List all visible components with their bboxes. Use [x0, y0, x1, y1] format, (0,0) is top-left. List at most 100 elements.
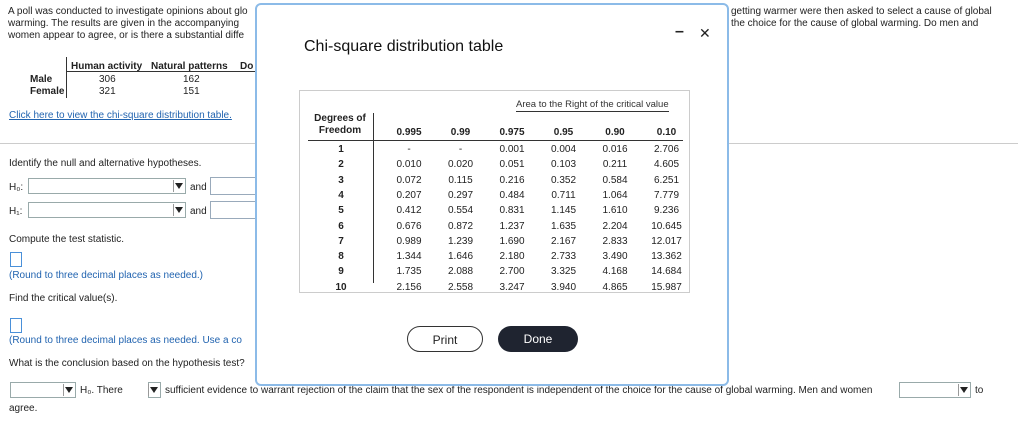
chi-value: 0.412: [396, 205, 422, 217]
chi-value: 0.020: [447, 159, 474, 171]
h1-input[interactable]: [210, 201, 260, 219]
chi-table-link[interactable]: Click here to view the chi-square distri…: [9, 110, 232, 121]
h0-input[interactable]: [210, 177, 260, 195]
agree-dropdown[interactable]: [899, 382, 971, 398]
chi-value: 10.645: [651, 220, 682, 232]
chi-value: 1.237: [499, 220, 525, 232]
df-value: 8: [338, 251, 344, 263]
chi-value: 2.156: [396, 281, 422, 293]
chi-value: 0.207: [396, 189, 422, 201]
chi-value: 14.684: [651, 266, 682, 278]
chi-value: 2.167: [550, 235, 577, 247]
table-header: Natural patterns: [151, 61, 228, 72]
chi-value: 0.115: [448, 174, 473, 186]
chi-value: 2.706: [653, 144, 680, 155]
intro-line: warming. The results are given in the ac…: [8, 18, 240, 29]
df-value: 1: [338, 144, 344, 155]
instruction: Find the critical value(s).: [9, 293, 118, 304]
chi-value: 0.989: [396, 235, 422, 247]
table-header: Do: [240, 61, 254, 72]
is-dropdown[interactable]: [148, 382, 161, 398]
statistic-input[interactable]: [10, 252, 22, 267]
chi-value: 0.072: [396, 174, 422, 186]
conclusion-text: H₀. There: [80, 385, 123, 396]
conclusion-text: to: [975, 385, 984, 396]
h0-label: H₀:: [9, 182, 24, 193]
df-value: 10: [335, 281, 347, 293]
chi-value: 12.017: [651, 235, 682, 247]
chi-value: 7.779: [653, 189, 680, 201]
chi-value: 1.610: [602, 205, 628, 217]
chi-value: 0.676: [396, 220, 422, 232]
chi-value: 0.016: [602, 144, 628, 155]
intro-line: the choice for the cause of global warmi…: [731, 18, 979, 29]
df-value: 3: [338, 174, 344, 186]
chi-value: 0.211: [602, 159, 628, 171]
chi-value: 3.490: [602, 251, 628, 263]
chi-value: 6.251: [653, 174, 680, 186]
row-label: Female: [30, 86, 65, 97]
decision-dropdown[interactable]: [10, 382, 76, 398]
df-header: Degrees of Freedom: [314, 113, 366, 136]
df-rule: [373, 113, 374, 283]
done-button[interactable]: Done: [498, 326, 578, 352]
header-rule: [308, 140, 683, 141]
chi-value: 2.088: [447, 266, 474, 278]
df-value: 9: [338, 266, 344, 278]
chi-value: 2.833: [602, 235, 628, 247]
table-divider: [66, 71, 255, 72]
chi-value: 0.711: [551, 189, 576, 201]
df-value: 2: [338, 159, 344, 171]
chi-value: 1.646: [447, 251, 474, 263]
critical-input[interactable]: [10, 318, 22, 333]
close-button[interactable]: ✕: [699, 25, 711, 41]
column-header: 0.995: [396, 127, 422, 138]
hint: (Round to three decimal places as needed…: [9, 270, 204, 281]
h1-dropdown[interactable]: [28, 202, 186, 218]
dialog-title: Chi-square distribution table: [304, 38, 504, 55]
chi-value: 15.987: [651, 281, 682, 293]
chi-value: 3.325: [550, 266, 577, 278]
chi-value: 9.236: [653, 205, 680, 217]
row-label: Male: [30, 74, 53, 85]
column-header: 0.95: [553, 127, 574, 138]
h0-dropdown[interactable]: [28, 178, 186, 194]
chi-value: 1.064: [602, 189, 628, 201]
df-value: 4: [338, 189, 344, 201]
chi-value: 1.690: [499, 235, 525, 247]
chi-value: 1.145: [550, 205, 577, 217]
chi-value: 0.103: [550, 159, 577, 171]
intro-line: women appear to agree, or is there a sub…: [8, 30, 245, 41]
chi-value: 2.700: [499, 266, 525, 278]
print-button[interactable]: Print: [407, 326, 483, 352]
chi-value: 2.180: [499, 251, 525, 263]
chi-value: 0.297: [447, 189, 474, 201]
minimize-button[interactable]: –: [675, 23, 684, 40]
h1-label: H₁:: [9, 206, 23, 217]
df-value: 6: [338, 220, 344, 232]
instruction: Compute the test statistic.: [9, 234, 125, 245]
chi-value: 1.635: [550, 220, 577, 232]
chi-table: Area to the Right of the critical value …: [299, 90, 690, 293]
chi-value: 0.010: [396, 159, 422, 171]
and-text: and: [190, 182, 207, 193]
chi-value: 0.001: [499, 144, 525, 155]
chi-value: 0.352: [550, 174, 577, 186]
cell: 162: [183, 74, 200, 85]
chi-value: 1.239: [447, 235, 474, 247]
chi-value: 3.940: [550, 281, 577, 293]
conclusion-text: sufficient evidence to warrant rejection…: [165, 385, 873, 396]
chi-value: 0.554: [447, 205, 474, 217]
chi-value: 0.216: [499, 174, 525, 186]
column-header: 0.975: [499, 127, 525, 138]
table-divider: [66, 57, 67, 98]
chi-value: 1.735: [396, 266, 422, 278]
chi-value: 0.584: [602, 174, 628, 186]
column-header: 0.99: [450, 127, 471, 138]
df-value: 7: [338, 235, 344, 247]
chi-value: 2.558: [447, 281, 474, 293]
column-header: 0.90: [605, 127, 625, 138]
table-header: Human activity: [71, 61, 143, 72]
chi-square-dialog: Chi-square distribution table – ✕ Area t…: [255, 3, 729, 386]
